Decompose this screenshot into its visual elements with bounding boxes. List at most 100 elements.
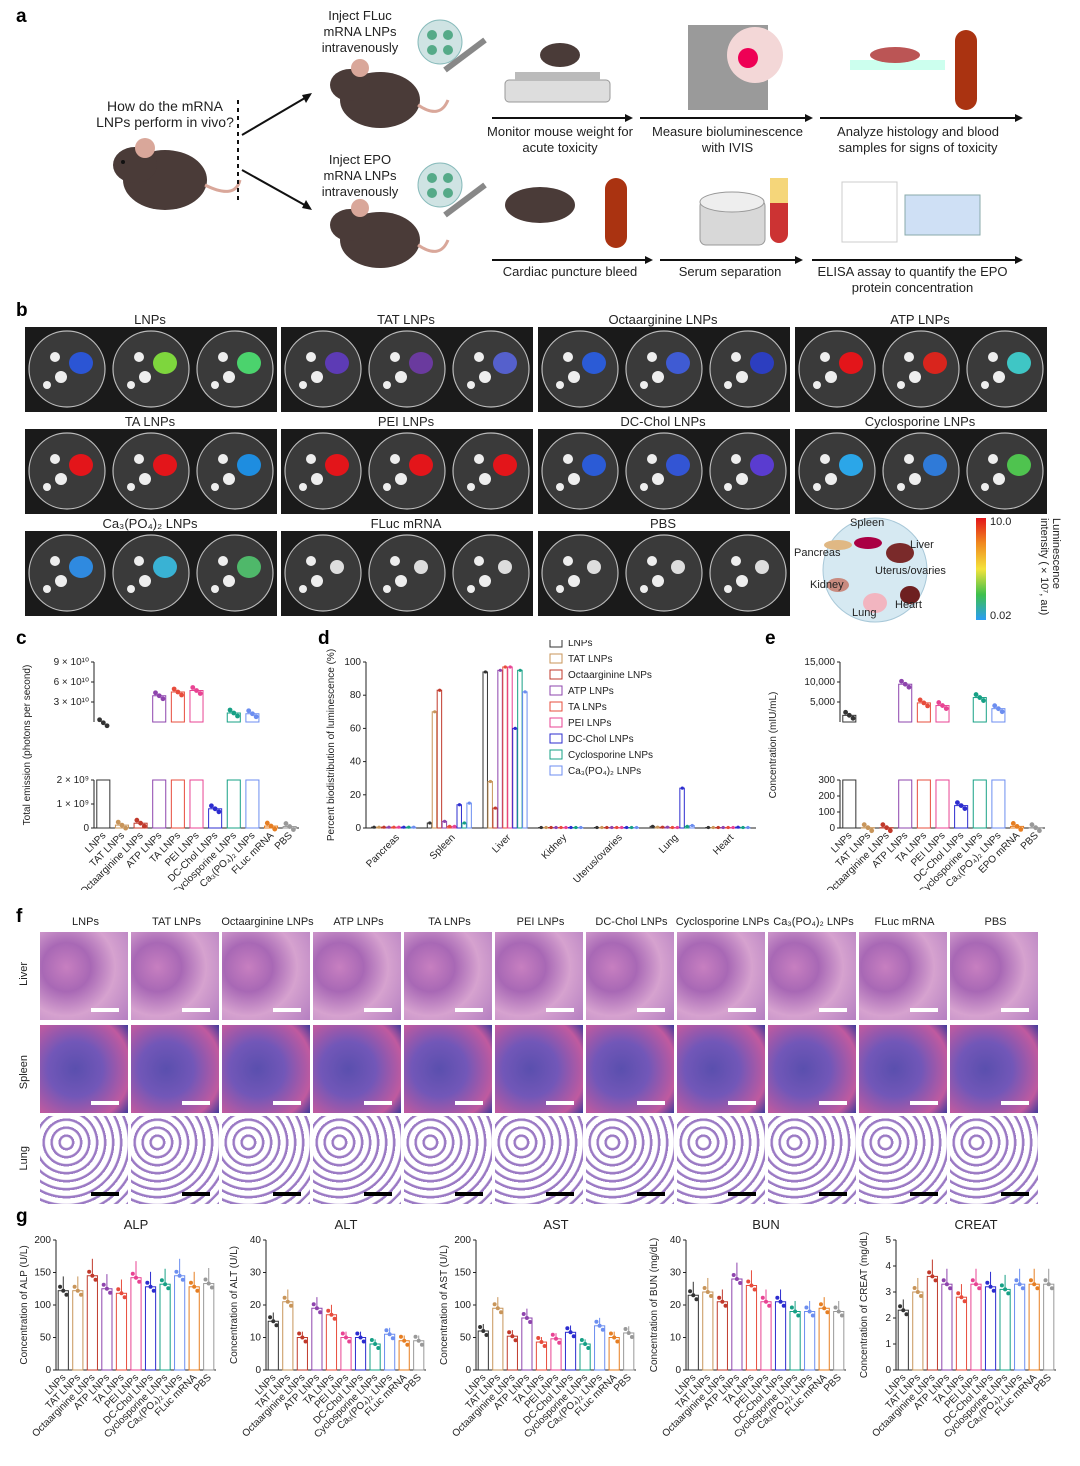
- scale-bar: [364, 1008, 392, 1012]
- organ: [587, 560, 601, 574]
- data-point: [402, 1338, 407, 1343]
- step-histology: Analyze histology and blood samples for …: [837, 124, 999, 155]
- data-point: [311, 1302, 316, 1307]
- bar: [955, 1296, 968, 1371]
- histology-image: [222, 932, 310, 1020]
- ivis-group-title: Octaarginine LNPs: [608, 312, 718, 327]
- data-point: [1014, 824, 1020, 829]
- data-point: [271, 1319, 276, 1324]
- organ: [474, 454, 484, 464]
- data-point: [789, 1305, 794, 1310]
- luminescence-signal: [923, 352, 947, 374]
- tick-label: 5: [885, 1235, 891, 1246]
- petri-dish: [966, 330, 1044, 408]
- legend-spleen: Spleen: [850, 517, 885, 529]
- petri-dish: [882, 330, 960, 408]
- chart-title: BUN: [752, 1217, 779, 1232]
- elisa-illustration: [841, 181, 981, 243]
- histology-image: [677, 1116, 765, 1204]
- bar: [991, 779, 1006, 829]
- organ: [563, 352, 573, 362]
- y-axis-label: Concentration of CREAT (mg/dL): [859, 1232, 870, 1378]
- organ: [652, 575, 664, 587]
- bar: [72, 1290, 84, 1371]
- data-point: [731, 825, 735, 830]
- data-point: [283, 821, 289, 826]
- data-point: [347, 1339, 352, 1344]
- ivis-group-title: DC-Chol LNPs: [620, 414, 706, 429]
- data-point: [282, 1295, 287, 1300]
- legend-label: PEI LNPs: [568, 718, 611, 729]
- data-point: [314, 1306, 319, 1311]
- organ: [50, 454, 60, 464]
- organ: [820, 454, 830, 464]
- tick-label: 300: [818, 775, 835, 786]
- data-point: [634, 825, 639, 830]
- bar: [282, 1301, 294, 1371]
- organ: [50, 352, 60, 362]
- data-point: [503, 665, 507, 669]
- petri-dish: [112, 432, 190, 510]
- ivis-group-title: FLuc mRNA: [370, 516, 442, 531]
- legend-label: LNPs: [568, 640, 592, 649]
- tick-label: 40: [670, 1235, 682, 1246]
- data-point: [629, 1334, 634, 1339]
- legend-swatch: [549, 669, 563, 680]
- tick-label: 20: [350, 790, 362, 801]
- scale-max: 10.0: [990, 516, 1012, 528]
- scale-bar: [637, 1192, 665, 1196]
- petri-dish: [709, 432, 787, 510]
- bar: [497, 669, 503, 829]
- legend-heart: Heart: [895, 599, 922, 611]
- histology-column-title: TA LNPs: [428, 916, 471, 928]
- tick-label: 30: [670, 1268, 682, 1279]
- petri-dish: [452, 432, 530, 510]
- y-axis-label: Concentration of BUN (mg/dL): [649, 1238, 660, 1373]
- data-point: [416, 1338, 421, 1343]
- bar: [203, 1283, 215, 1371]
- luminescence-signal: [923, 454, 947, 476]
- histology-image: [768, 1025, 856, 1113]
- data-point: [912, 1286, 917, 1290]
- data-point: [493, 806, 497, 810]
- bar: [487, 781, 493, 829]
- data-point: [973, 692, 979, 697]
- data-point: [478, 1325, 483, 1329]
- data-point: [793, 1309, 798, 1314]
- luminescence-signal: [839, 454, 863, 476]
- data-point: [171, 686, 177, 692]
- data-point: [778, 1299, 783, 1304]
- luminescence-signal: [666, 352, 690, 374]
- data-point: [498, 668, 502, 672]
- organ: [474, 352, 484, 362]
- histology-column-title: Octaarginine LNPs: [221, 916, 314, 928]
- histology-column-title: PBS: [984, 916, 1007, 928]
- data-point: [554, 825, 558, 830]
- petri-dish: [452, 534, 530, 612]
- category-label: PBS: [612, 1372, 634, 1394]
- data-point: [115, 819, 121, 825]
- ivis-image-set: [25, 429, 277, 514]
- data-point: [917, 697, 923, 703]
- histology-column-title: TAT LNPs: [152, 916, 201, 928]
- tick-label: 10: [250, 1333, 262, 1344]
- bar: [972, 779, 987, 829]
- data-point: [492, 1302, 497, 1307]
- histology-image: [131, 932, 219, 1020]
- bar: [152, 779, 167, 829]
- scale-bar: [546, 1192, 574, 1196]
- organ: [127, 381, 135, 389]
- data-point: [691, 1293, 696, 1298]
- organ-legend: Spleen Pancreas Liver Kidney Uterus/ovar…: [794, 515, 980, 625]
- tick-label: 2: [885, 1313, 891, 1324]
- organ: [755, 560, 769, 574]
- data-point: [767, 1303, 772, 1308]
- scale-bar: [364, 1192, 392, 1196]
- mouse-illustration-bottom: [330, 199, 450, 268]
- data-point: [513, 1338, 518, 1343]
- data-point: [447, 824, 452, 828]
- organ: [479, 473, 491, 485]
- data-point: [402, 825, 406, 829]
- data-point: [457, 803, 462, 807]
- data-point: [887, 828, 893, 834]
